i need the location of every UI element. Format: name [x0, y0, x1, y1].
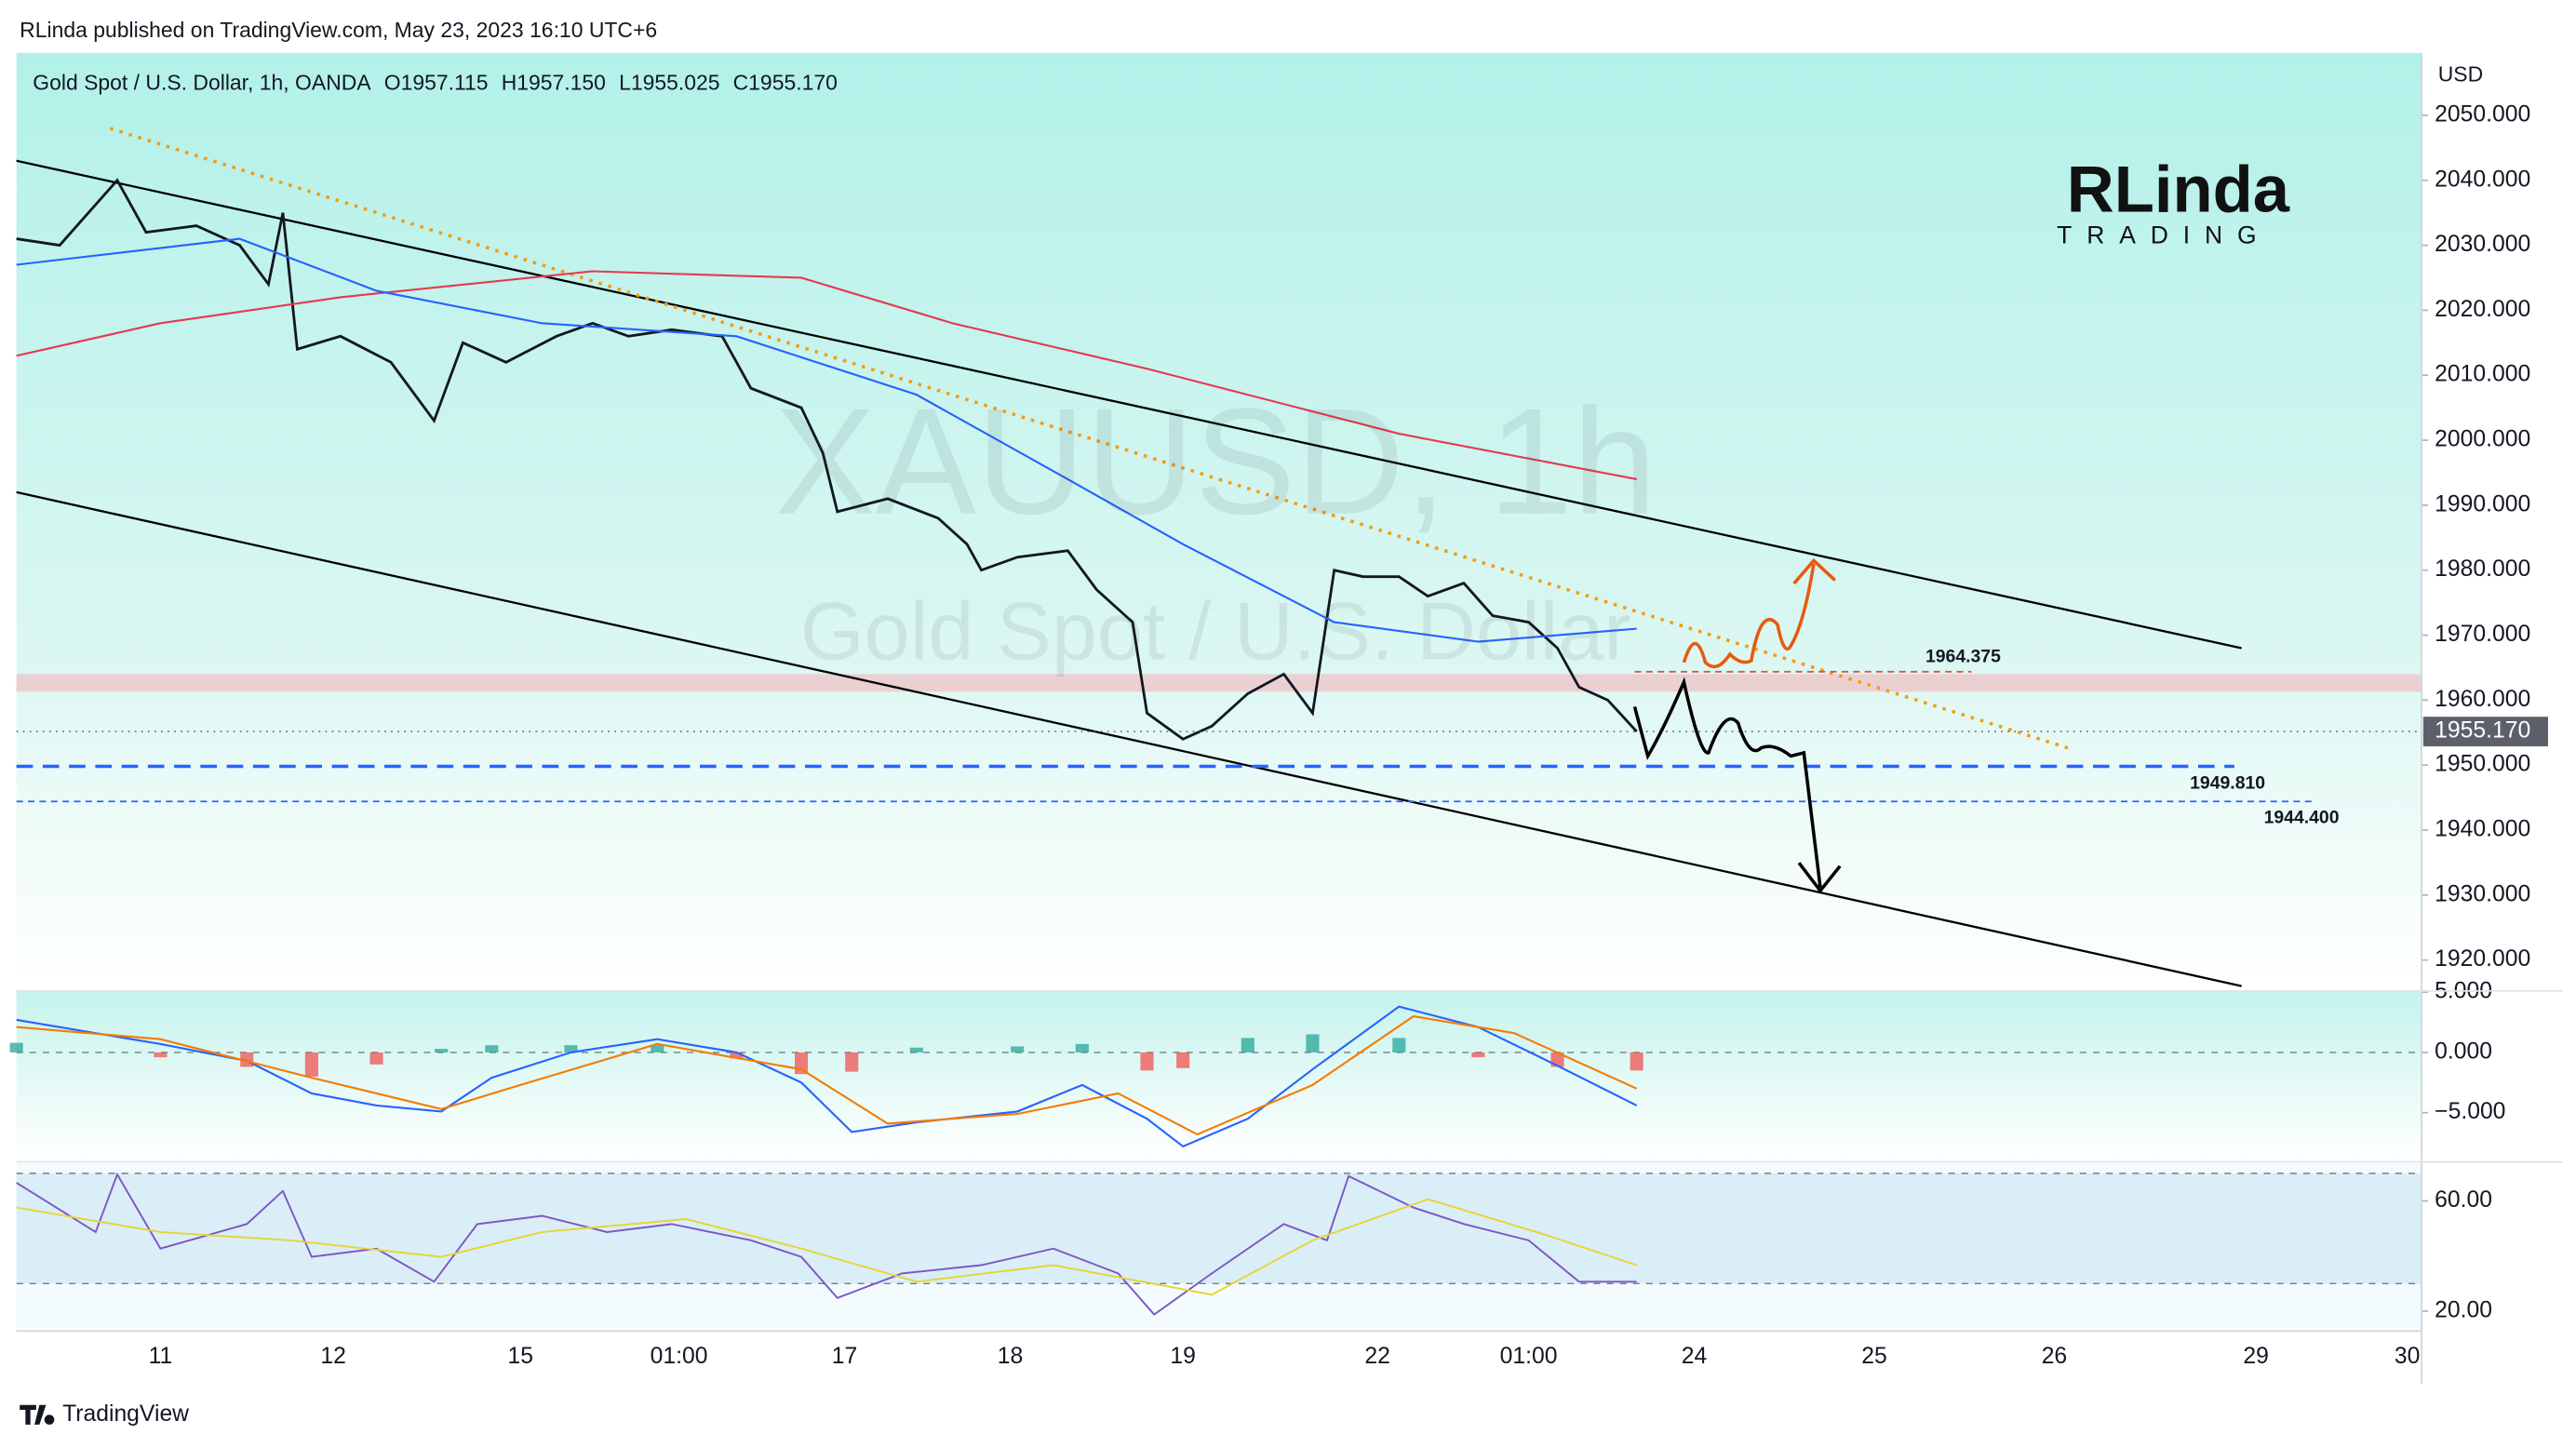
series-line [16, 1172, 1637, 1316]
series-line [16, 1014, 1638, 1136]
histogram-bar [1630, 1052, 1644, 1071]
histogram-bar [795, 1052, 809, 1075]
histogram-bar [1011, 1046, 1025, 1052]
histogram-bar [1241, 1038, 1254, 1052]
y-tick-label: 2040.000 [2435, 167, 2530, 192]
y-tick-label: 2030.000 [2435, 232, 2530, 257]
histogram-bar [651, 1045, 664, 1052]
x-tick-label: 25 [1861, 1344, 1886, 1369]
y-tick-label: 1990.000 [2435, 491, 2530, 516]
trendline [16, 490, 2242, 987]
x-tick-label: 18 [998, 1344, 1023, 1369]
projection-down [1632, 677, 1842, 894]
histogram-bar [369, 1052, 383, 1065]
y-tick-label: 1960.000 [2435, 687, 2530, 712]
histogram-bar [485, 1045, 499, 1052]
histogram-bar [154, 1052, 168, 1058]
histogram-bar [845, 1052, 859, 1072]
y-tick-label: 1980.000 [2435, 556, 2530, 582]
watermark-name: Gold Spot / U.S. Dollar [800, 585, 1631, 677]
y-tick-label: 1950.000 [2435, 752, 2530, 777]
series-line [16, 1198, 1637, 1296]
histogram-bar [1471, 1052, 1485, 1058]
legend-low: L1955.025 [619, 70, 719, 94]
y-tick-label: −5.000 [2435, 1099, 2505, 1124]
y-tick-label: 0.000 [2435, 1039, 2492, 1064]
x-tick-label: 11 [149, 1344, 173, 1369]
series-line [16, 1005, 1638, 1148]
legend: Gold Spot / U.S. Dollar, 1h, OANDA O1957.… [33, 70, 838, 94]
footer-brand: TradingView [62, 1401, 189, 1427]
publisher: RLinda published on TradingView.com, May… [20, 18, 657, 42]
histogram-bar [564, 1045, 578, 1052]
macd-pane-bg [16, 990, 2422, 1159]
x-tick-label: 01:00 [1500, 1344, 1558, 1369]
x-tick-label: 01:00 [651, 1344, 708, 1369]
last-price-label: 1955.170 [2435, 718, 2530, 744]
rsi-band [16, 1173, 2422, 1284]
legend-high: H1957.150 [502, 70, 606, 94]
x-tick-label: 15 [508, 1344, 533, 1369]
price-level-label: 1964.375 [1925, 647, 2001, 667]
histogram-bar [1075, 1043, 1089, 1052]
x-tick-label: 24 [1682, 1344, 1708, 1369]
price-level-label: 1944.400 [2264, 808, 2340, 828]
y-tick-label: 2010.000 [2435, 362, 2530, 387]
legend-open: O1957.115 [384, 70, 489, 94]
y-tick-label: 2000.000 [2435, 427, 2530, 452]
histogram-bar [909, 1047, 923, 1052]
x-tick-label: 12 [320, 1344, 345, 1369]
currency: USD [2438, 62, 2483, 87]
x-tick-label: 19 [1170, 1344, 1195, 1369]
logo-sub: TRADING [2057, 221, 2271, 249]
histogram-bar [1176, 1052, 1190, 1068]
histogram-bar [304, 1052, 318, 1077]
trendline [109, 127, 2070, 750]
histogram-bar [1392, 1038, 1406, 1052]
y-tick-label: 60.00 [2435, 1187, 2492, 1213]
last-price-box [2422, 717, 2548, 746]
resistance-zone [16, 674, 2422, 692]
series-line [16, 178, 1638, 741]
x-tick-label: 26 [2042, 1344, 2067, 1369]
y-tick-label: 2050.000 [2435, 101, 2530, 127]
y-tick-label: 1920.000 [2435, 946, 2530, 972]
x-tick-label: 22 [1364, 1344, 1389, 1369]
legend-title: Gold Spot / U.S. Dollar, 1h, OANDA [33, 70, 371, 94]
logo: RLinda [2067, 152, 2290, 225]
y-tick-label: 1930.000 [2435, 881, 2530, 906]
y-tick-label: 20.00 [2435, 1298, 2492, 1323]
histogram-bar [1306, 1034, 1320, 1052]
series-line [16, 270, 1637, 480]
x-tick-label: 29 [2243, 1344, 2268, 1369]
legend-close: C1955.170 [733, 70, 838, 94]
price-level-label: 1949.810 [2190, 773, 2265, 794]
watermark-symbol: XAUUSD, 1h [775, 378, 1657, 546]
y-tick-label: 1970.000 [2435, 622, 2530, 647]
histogram-bar [730, 1052, 744, 1059]
x-tick-label: 30 [2395, 1344, 2420, 1369]
histogram-bar [435, 1049, 449, 1052]
main-pane-bg [16, 52, 2422, 990]
y-tick-label: 2020.000 [2435, 297, 2530, 322]
histogram-bar [1140, 1052, 1154, 1071]
projection-up [1682, 557, 1837, 669]
x-tick-label: 17 [832, 1344, 857, 1369]
histogram-bar [9, 1042, 23, 1052]
chart-layer: 11 12 15 01:00 17 18 19 22 01:00 24 25 26 29 30 1920.0… [9, 101, 2548, 1369]
series-line [16, 237, 1637, 643]
trendline [16, 159, 2242, 650]
y-tick-label: 1940.000 [2435, 817, 2530, 842]
footer-logo-icon [20, 1404, 55, 1425]
